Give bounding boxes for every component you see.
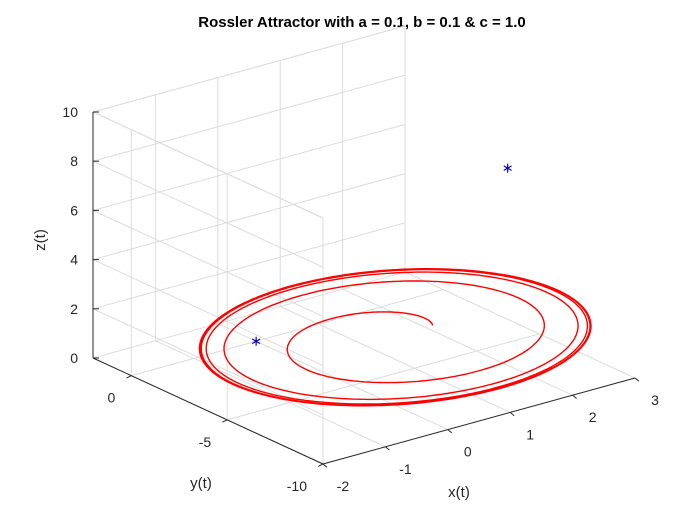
data-layer xyxy=(198,163,592,407)
x-tick-mark xyxy=(322,463,328,468)
y-tick-label: 0 xyxy=(108,390,116,406)
trajectory-line xyxy=(198,268,592,407)
x-tick-label: -2 xyxy=(337,478,350,494)
z-tick-label: 2 xyxy=(70,301,78,317)
x-axis-label: x(t) xyxy=(448,484,470,501)
x-tick-label: 0 xyxy=(464,444,472,460)
axes-layer xyxy=(92,111,640,468)
y-tick-mark xyxy=(317,463,324,467)
grid-line xyxy=(227,333,540,421)
y-tick-label: -10 xyxy=(287,478,307,494)
y-tick-label: -5 xyxy=(199,434,212,450)
grid-line xyxy=(92,271,406,359)
grid-line xyxy=(92,25,406,113)
grid-line xyxy=(92,111,324,219)
x-tick-mark xyxy=(634,377,640,382)
grid-line xyxy=(92,74,406,162)
y-tick-mark xyxy=(126,375,132,379)
x-tick-mark xyxy=(572,394,577,399)
z-axis-label: z(t) xyxy=(32,229,49,251)
z-tick-label: 10 xyxy=(62,104,78,120)
grid-line xyxy=(92,209,324,317)
x-tick-label: -1 xyxy=(399,461,412,477)
equilibrium-point xyxy=(251,336,261,346)
grid-line xyxy=(131,289,444,377)
x-tick-label: 2 xyxy=(589,409,597,425)
equilibrium-point xyxy=(503,163,512,173)
grid-line xyxy=(92,160,324,268)
x-tick-mark xyxy=(509,412,515,417)
z-tick-label: 4 xyxy=(70,252,78,268)
z-tick-label: 0 xyxy=(70,350,78,366)
x-tick-mark xyxy=(447,429,453,434)
grid-line xyxy=(92,123,406,211)
y-axis-label: y(t) xyxy=(190,475,212,492)
x-tick-label: 1 xyxy=(526,426,534,442)
grid-line xyxy=(92,259,324,367)
x-tick-mark xyxy=(385,446,390,451)
x-tick-label: 3 xyxy=(651,392,659,408)
grid-line xyxy=(92,173,406,261)
grid-line xyxy=(92,222,406,310)
x-axis-line xyxy=(322,377,636,465)
z-tick-label: 6 xyxy=(70,202,78,218)
z-tick-label: 8 xyxy=(70,153,78,169)
chart-title: Rossler Attractor with a = 0.1, b = 0.1 … xyxy=(198,14,526,31)
y-tick-mark xyxy=(222,419,228,423)
